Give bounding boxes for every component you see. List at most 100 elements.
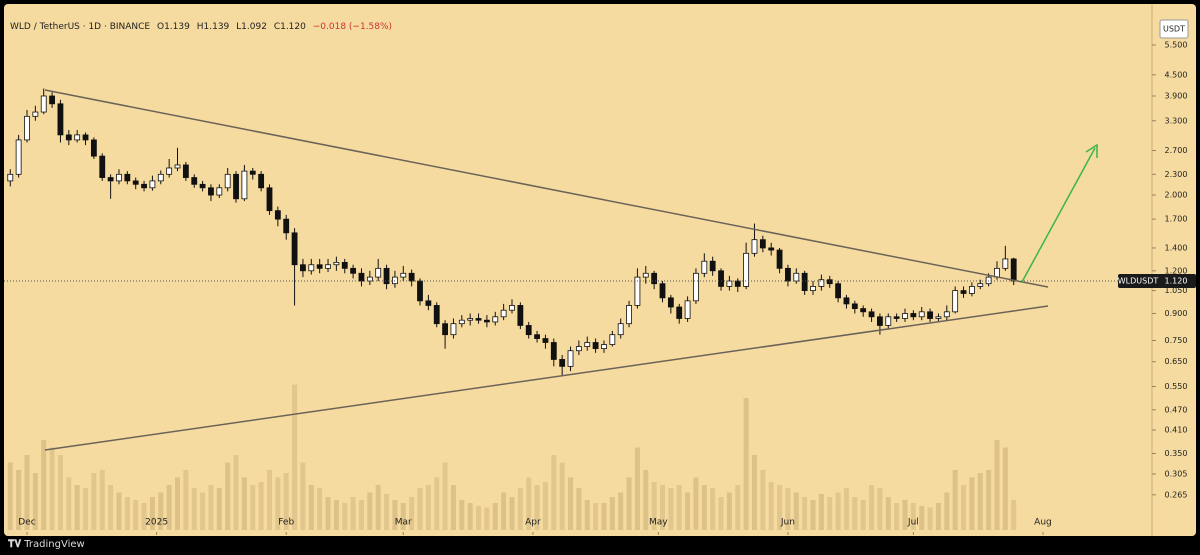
volume-bar [99, 470, 105, 530]
volume-bar [392, 500, 398, 530]
candle-body [584, 342, 591, 347]
x-tick-label: 2025 [145, 518, 168, 528]
y-tick-label: 0.470 [1165, 405, 1188, 414]
candle-body [609, 334, 616, 345]
brand-name: TradingView [24, 539, 85, 550]
last-price-tag [1118, 274, 1196, 289]
volume-bar [317, 488, 323, 530]
volume-bar [701, 485, 707, 530]
projection-arrow [1021, 143, 1098, 283]
volume-bar [885, 497, 891, 530]
candle-body [977, 283, 984, 287]
volume-bar [768, 482, 774, 530]
volume-bar [492, 503, 498, 530]
candle-body [291, 232, 298, 266]
candle-body [182, 164, 189, 178]
lower-trendline [44, 305, 1049, 451]
volume-bar [258, 482, 264, 530]
candle-body [124, 173, 131, 182]
candle-body [233, 173, 239, 200]
y-tick-label: 1.400 [1165, 243, 1188, 252]
candle-body [442, 323, 448, 336]
volume-bar [618, 492, 624, 530]
candle-body [325, 264, 331, 269]
volume-bar [994, 440, 1000, 530]
volume-bar [434, 477, 440, 530]
volume-bar [751, 455, 757, 530]
candle-body [701, 260, 708, 274]
volume-bar [450, 485, 456, 530]
candle-body [927, 311, 933, 319]
ohlc-close: C1.120 [273, 22, 306, 32]
volume-bar [208, 485, 214, 530]
volume-bar [425, 485, 431, 530]
volume-bar [384, 494, 390, 530]
chart-background [4, 4, 1196, 536]
volume-bar [358, 500, 364, 530]
y-tick-label: 3.300 [1165, 116, 1188, 125]
currency-label: USDT [1163, 25, 1185, 34]
x-tick-label: Feb [278, 518, 294, 528]
ohlc-open: O1.139 [157, 22, 190, 32]
candle-body [877, 316, 883, 326]
volume-bar [400, 503, 406, 530]
volume-bar [526, 477, 532, 530]
candle-body [224, 173, 231, 189]
volume-bar [225, 462, 231, 530]
volume-bar [292, 384, 298, 530]
candle-body [818, 279, 825, 287]
volume-bar [333, 500, 339, 530]
volume-bar [83, 488, 89, 530]
volume-bar [693, 477, 699, 530]
candle-body [483, 319, 490, 323]
candle-body [559, 359, 566, 367]
volume-bar [609, 497, 615, 530]
volume-bar [827, 497, 833, 530]
candle-body [49, 95, 55, 105]
volume-bar [409, 497, 415, 530]
volume-bar [743, 398, 749, 530]
volume-bar [342, 503, 348, 530]
candle-body [952, 290, 959, 313]
candle-body [743, 252, 750, 287]
candle-body [358, 272, 365, 282]
candle-body [676, 306, 683, 319]
candle-body [626, 305, 632, 325]
candle-body [258, 173, 265, 189]
candle-body [768, 247, 775, 251]
y-tick-label: 1.050 [1165, 286, 1188, 295]
volume-bar [777, 485, 783, 530]
volume-bar [977, 473, 983, 530]
volume-bar [659, 485, 666, 530]
y-tick-label: 0.550 [1165, 382, 1188, 391]
ohlc-high: H1.139 [196, 22, 230, 32]
volume-bar [969, 477, 975, 530]
volume-bar [250, 485, 256, 530]
candle-body [383, 267, 390, 285]
candle-body [718, 270, 724, 287]
last-price-symbol: WLDUSDT [1118, 277, 1159, 286]
candle-body [525, 325, 532, 336]
candle-body [517, 305, 524, 326]
x-tick-label: May [649, 518, 668, 528]
candle-body [15, 139, 22, 175]
candle-body [651, 272, 658, 285]
candle-body [801, 272, 808, 291]
volume-bar [542, 482, 548, 530]
candle-body [642, 272, 649, 278]
candle-body [960, 290, 967, 294]
candle-body [567, 350, 574, 367]
ohlc-low: L1.092 [236, 22, 267, 32]
candle-body [408, 272, 415, 282]
volume-bar [601, 503, 607, 530]
y-tick-label: 0.410 [1165, 426, 1188, 435]
candle-body [751, 239, 758, 254]
x-tick-label: Mar [395, 518, 412, 528]
candle-body [274, 210, 281, 220]
volume-bar [300, 462, 306, 530]
volume-bar [476, 506, 482, 530]
volume-bar [325, 497, 331, 530]
volume-bar [175, 477, 181, 530]
volume-bar [894, 503, 900, 530]
